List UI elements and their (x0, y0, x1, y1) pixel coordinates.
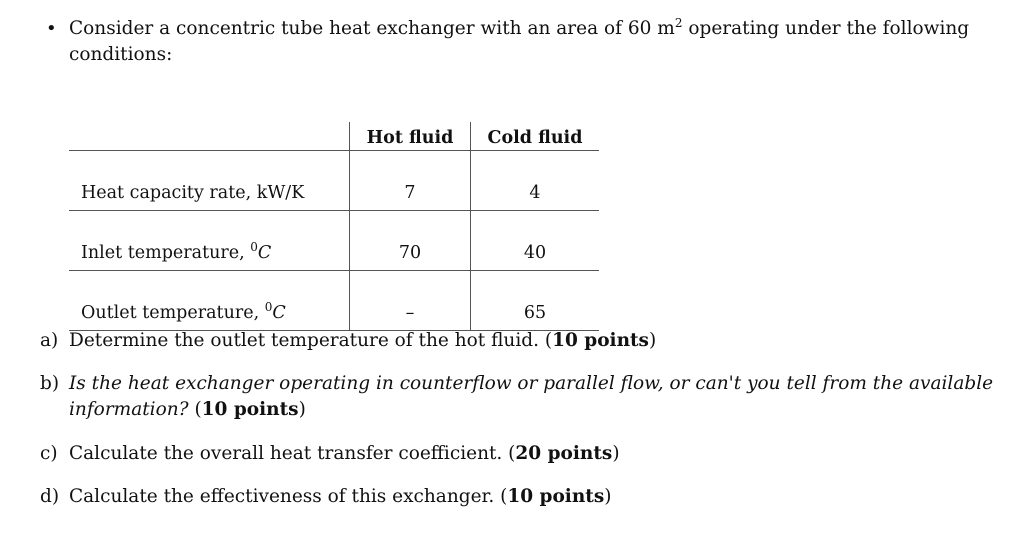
intro-text: Consider a concentric tube heat exchange… (69, 18, 675, 39)
question-text: Determine the outlet temperature of the … (69, 330, 553, 351)
question-c: c) Calculate the overall heat transfer co… (40, 441, 620, 467)
hot-value: – (349, 270, 471, 331)
question-label: c) (40, 443, 58, 464)
row-label: Outlet temperature, 0C (69, 270, 350, 331)
question-text: Calculate the overall heat transfer coef… (69, 443, 516, 464)
table-row: Outlet temperature, 0C – 65 (69, 270, 599, 331)
question-b: b) Is the heat exchanger operating in cou… (40, 371, 993, 423)
row-label: Inlet temperature, 0C (69, 210, 350, 271)
question-text: Is the heat exchanger operating in count… (69, 373, 994, 394)
unit: C (272, 303, 286, 323)
question-points: 10 points (552, 330, 649, 351)
table-header-row: Hot fluid Cold fluid (69, 122, 599, 151)
intro-text-after: operating under the following (682, 18, 970, 39)
question-text-2: information? (69, 399, 189, 420)
paren: ) (648, 330, 657, 351)
degree-sup: 0 (264, 300, 273, 315)
question-label: d) (40, 486, 60, 507)
header-hot-fluid: Hot fluid (349, 122, 471, 151)
hot-value: 7 (349, 150, 471, 211)
bullet-icon: • (46, 18, 57, 39)
question-points: 10 points (201, 399, 299, 420)
paren: ) (612, 443, 620, 464)
row-label-text: Outlet temperature, (81, 303, 265, 323)
hot-value: 70 (349, 210, 471, 271)
row-label: Heat capacity rate, kW/K (69, 150, 350, 211)
row-label-text: Inlet temperature, (81, 243, 251, 263)
intro-paragraph: Consider a concentric tube heat exchange… (69, 16, 969, 68)
conditions-table: Hot fluid Cold fluid Heat capacity rate,… (69, 122, 599, 331)
question-points: 10 points (507, 486, 605, 507)
cold-value: 40 (470, 210, 599, 271)
header-empty (69, 122, 350, 151)
question-points: 20 points (515, 443, 613, 464)
paren: ) (298, 399, 306, 420)
question-d: d) Calculate the effectiveness of this ex… (40, 484, 611, 510)
paren: ) (604, 486, 612, 507)
intro-line2: conditions: (69, 44, 173, 65)
question-text: Calculate the effectiveness of this exch… (69, 486, 508, 507)
intro-superscript: 2 (674, 15, 683, 30)
question-label: b) (40, 373, 60, 394)
question-label: a) (40, 330, 59, 351)
unit: C (257, 243, 272, 263)
header-cold-fluid: Cold fluid (470, 122, 599, 151)
row-label-text: Heat capacity rate, kW/K (81, 183, 305, 203)
table-row: Inlet temperature, 0C 70 40 (69, 210, 599, 271)
paren: ( (188, 399, 202, 420)
degree-sup: 0 (250, 240, 258, 255)
cold-value: 4 (470, 150, 599, 211)
cold-value: 65 (470, 270, 599, 331)
table-row: Heat capacity rate, kW/K 7 4 (69, 150, 599, 211)
question-a: a) Determine the outlet temperature of th… (40, 328, 656, 354)
